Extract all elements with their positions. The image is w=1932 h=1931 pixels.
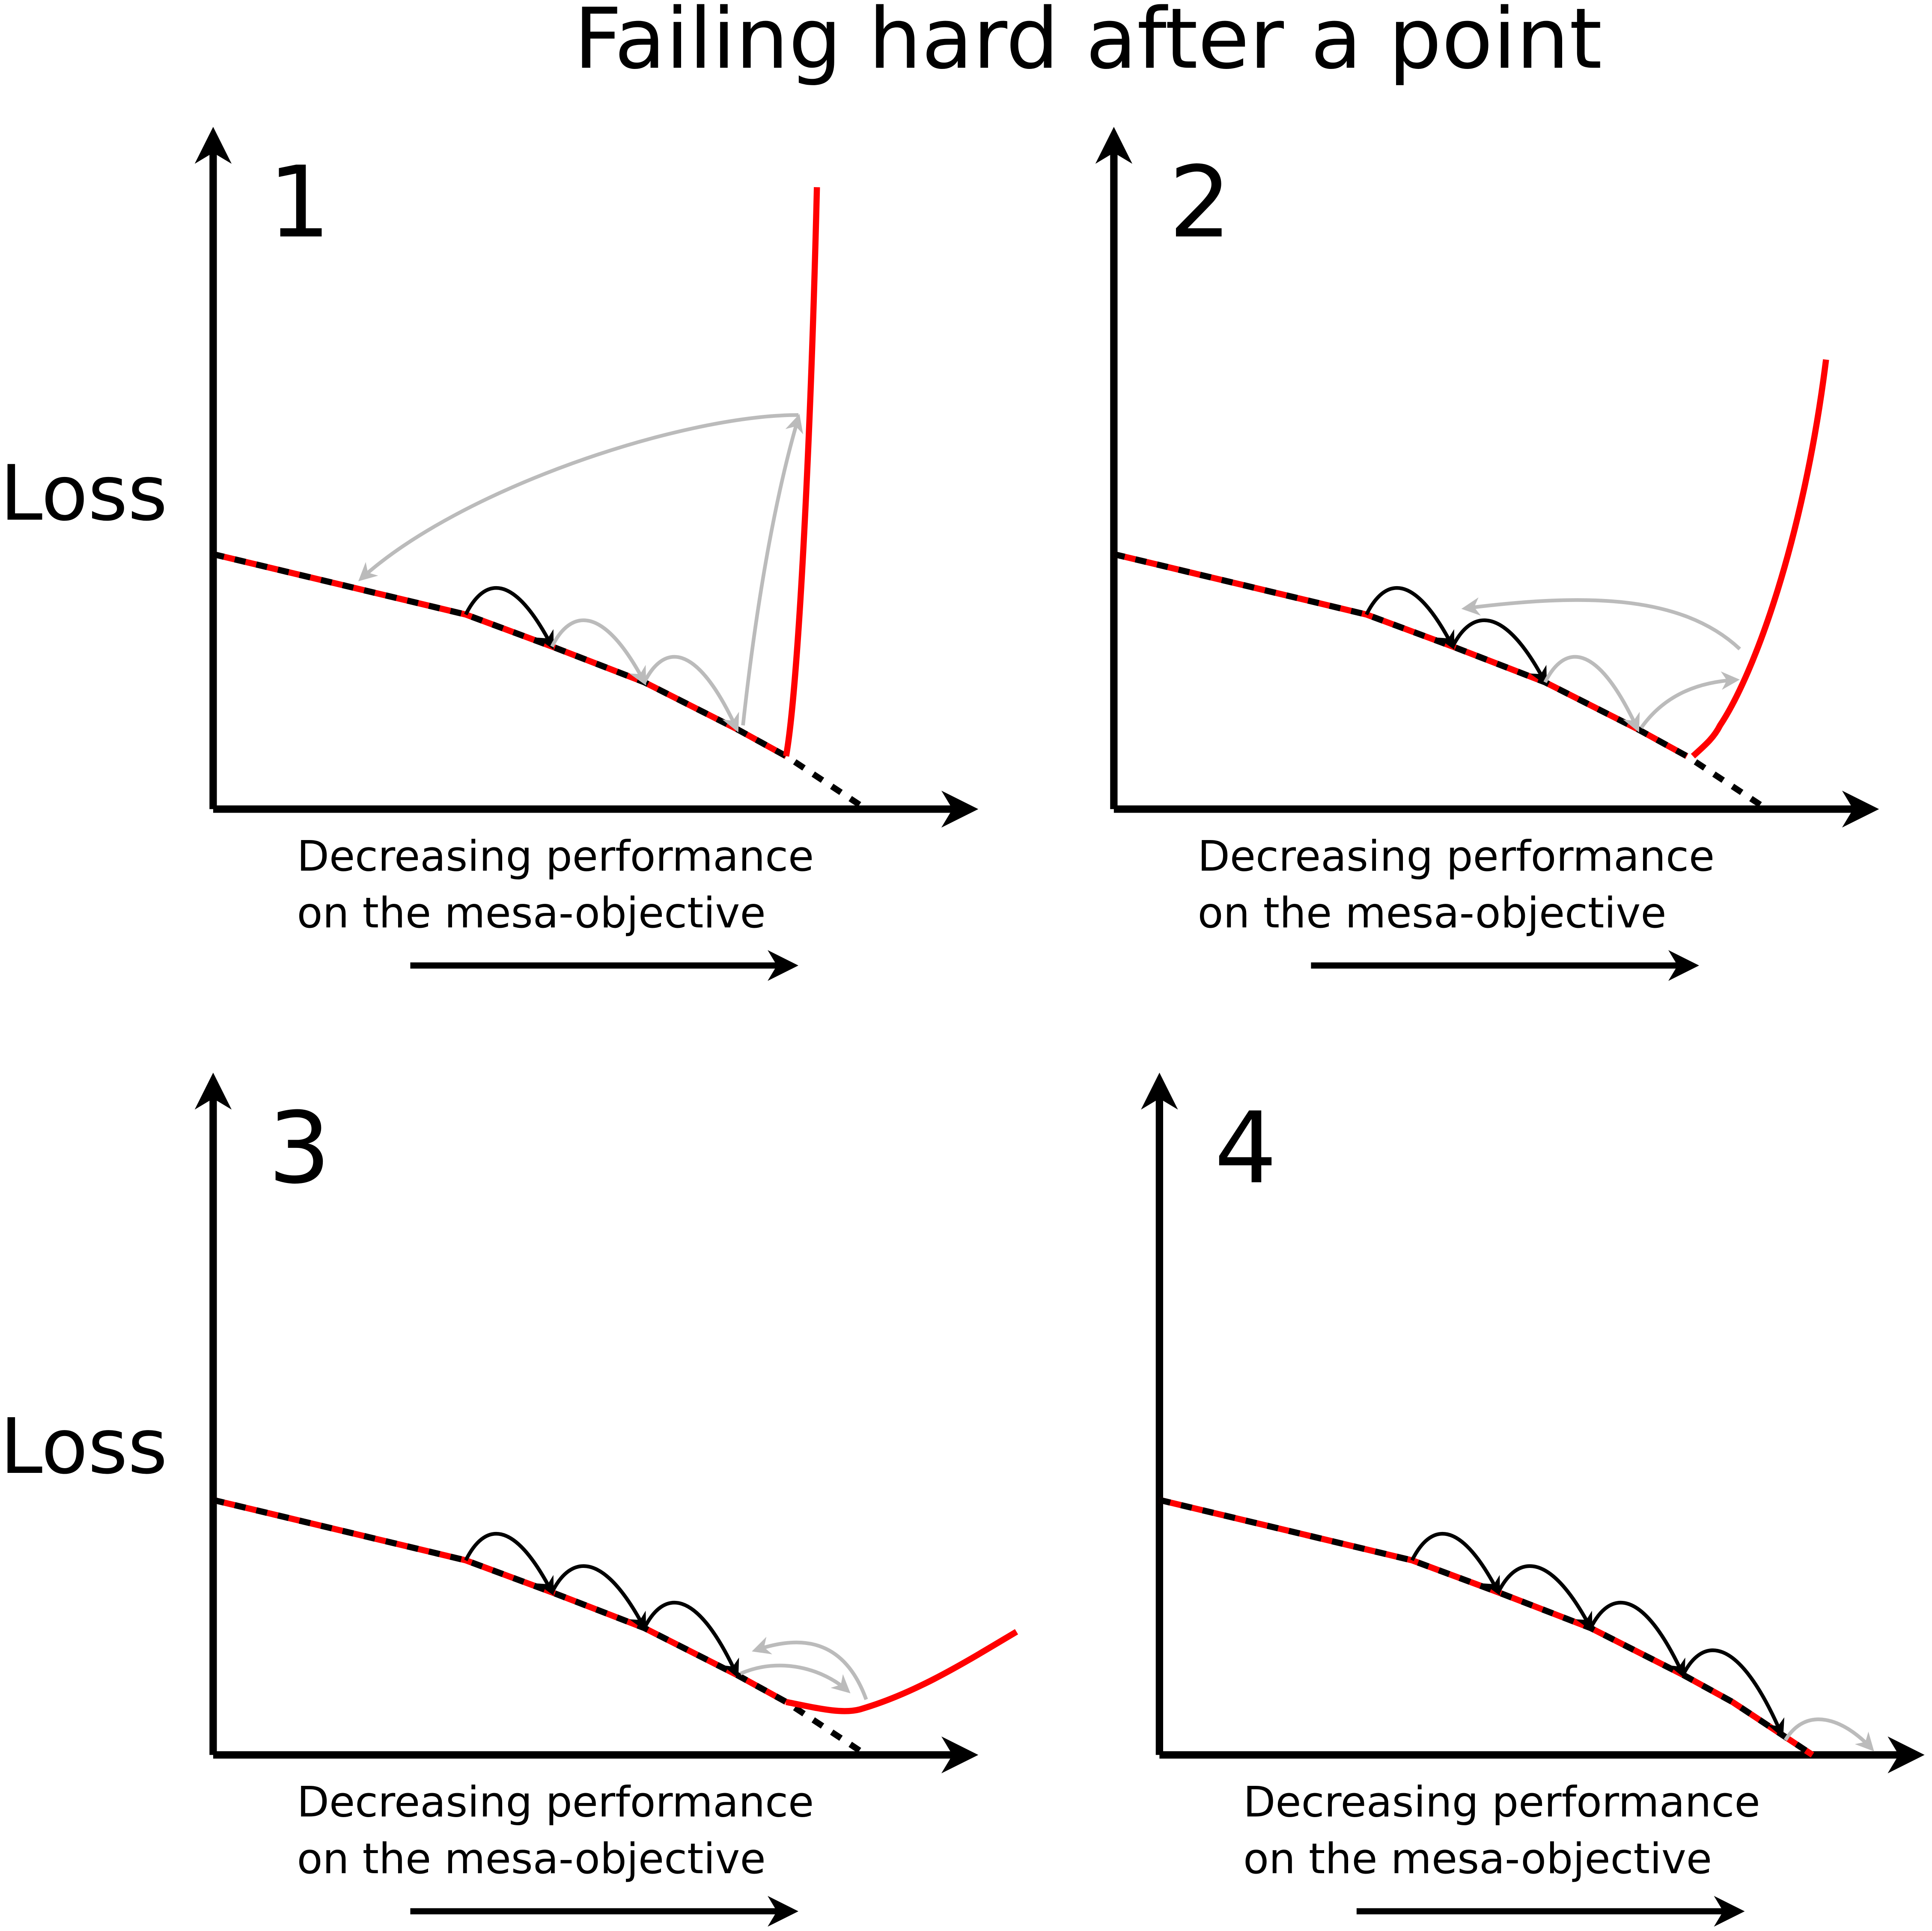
step-arrow: [1451, 618, 1547, 686]
step-arrow: [1365, 586, 1455, 650]
x-label: on the mesa-objective: [297, 889, 766, 938]
loss-curve: [1158, 1497, 1814, 1758]
x-label: on the mesa-objective: [1198, 889, 1667, 938]
panel: 4 Decreasing performance on the mesa-objec…: [1141, 1073, 1925, 1927]
panel: 3 Decreasing performance on the mesa-objec…: [194, 1073, 1018, 1927]
y-label: Loss: [0, 1402, 167, 1491]
step-arrow: [741, 414, 804, 726]
x-label: on the mesa-objective: [297, 1835, 766, 1883]
step-arrow: [643, 1600, 739, 1678]
step-arrow: [464, 1532, 554, 1596]
loss-curve: [1113, 551, 1688, 759]
loss-curve: [1691, 359, 1829, 759]
title: Failing hard after a point: [574, 0, 1602, 88]
step-arrow: [752, 1636, 868, 1700]
x-label: Decreasing performance: [1243, 1778, 1760, 1827]
y-label: Loss: [0, 449, 167, 538]
step-arrow: [740, 1663, 851, 1693]
x-label: Decreasing performance: [1198, 832, 1715, 881]
step-arrow: [550, 618, 646, 686]
x-label: Decreasing performance: [297, 832, 814, 881]
panel-number: 4: [1215, 1091, 1277, 1206]
step-arrow: [1543, 655, 1640, 733]
loss-curve: [783, 187, 820, 757]
loss-curve: [785, 1629, 1018, 1714]
proxy-curve: [1158, 1497, 1814, 1758]
step-arrow: [1461, 597, 1741, 650]
panel-number: 2: [1169, 145, 1231, 260]
step-arrow: [1589, 1600, 1685, 1678]
loss-curve: [212, 1497, 788, 1705]
proxy-curve: [1113, 551, 1769, 812]
step-arrow: [1640, 671, 1740, 729]
proxy-curve: [212, 1497, 868, 1758]
step-arrow: [643, 655, 739, 733]
step-arrow: [464, 586, 554, 650]
x-label: Decreasing performance: [297, 1778, 814, 1827]
loss-curve: [212, 551, 788, 759]
step-arrow: [358, 413, 799, 581]
step-arrow: [1783, 1717, 1874, 1752]
proxy-curve: [212, 551, 868, 812]
step-arrow: [1681, 1648, 1784, 1738]
x-label: on the mesa-objective: [1243, 1835, 1712, 1883]
panel: 2 Decreasing performance on the mesa-objec…: [1095, 127, 1879, 981]
step-arrow: [1410, 1532, 1500, 1596]
step-arrow: [1497, 1564, 1593, 1632]
panel-number: 3: [268, 1091, 330, 1206]
panel: 1 Decreasing performance on the mesa-objec…: [194, 127, 979, 981]
step-arrow: [550, 1564, 646, 1632]
panel-number: 1: [268, 145, 330, 260]
